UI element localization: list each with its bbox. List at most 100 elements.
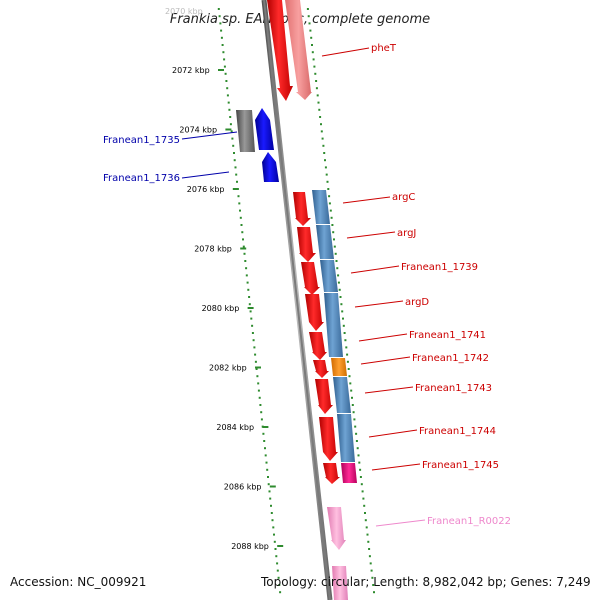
gene-franean1-1742[interactable]	[313, 360, 329, 378]
gc-dot	[254, 353, 257, 356]
gc-dot	[226, 94, 229, 97]
gc-dot	[258, 396, 261, 399]
gc-dot	[262, 432, 265, 435]
gc-dot	[349, 382, 352, 385]
gc-dot	[363, 504, 366, 507]
scale-top-label: 2070 kbp	[165, 7, 203, 16]
label-argj[interactable]: argJ	[397, 228, 416, 239]
gc-dot	[243, 252, 246, 255]
gene-franean1-1743[interactable]	[315, 379, 333, 414]
gc-dot	[321, 137, 324, 140]
label-franean1-1736[interactable]: Franean1_1736	[103, 173, 180, 184]
gc-dot	[274, 548, 277, 550]
gc-dot	[267, 476, 269, 478]
gc-dot	[315, 80, 318, 82]
gc-dot	[255, 368, 258, 370]
gc-dot	[231, 137, 234, 140]
gc-dot	[342, 324, 345, 327]
gc-dot	[359, 468, 362, 471]
gc-dot	[341, 310, 344, 313]
gc-dot	[268, 490, 271, 493]
gc-dot	[238, 202, 241, 205]
label-franean1-1741[interactable]: Franean1_1741	[409, 330, 486, 341]
rna-franean1-r0022[interactable]	[327, 507, 346, 550]
gc-dot	[227, 101, 230, 104]
kbp-label: 2080 kbp	[202, 304, 240, 313]
gc-dot	[260, 418, 263, 421]
gc-dot	[364, 512, 366, 514]
label-franean1-1739[interactable]: Franean1_1739	[401, 262, 478, 273]
gc-dot	[226, 87, 229, 90]
label-franean1-1735[interactable]: Franean1_1735	[103, 135, 180, 146]
gc-dot	[228, 108, 231, 111]
gc-dot	[248, 296, 251, 298]
gene-franean1-1736[interactable]	[262, 152, 279, 182]
gc-dot	[315, 87, 318, 90]
gc-dot	[351, 404, 354, 406]
gene-franean1-1744[interactable]	[319, 417, 338, 461]
gc-dot	[346, 360, 349, 363]
gc-dot	[337, 274, 340, 277]
gc-dot	[343, 332, 346, 334]
gc-dot	[249, 310, 252, 313]
gc-dot	[223, 58, 226, 61]
gc-dot	[220, 36, 223, 39]
gene-franean1-1745[interactable]	[323, 463, 340, 484]
gc-dot	[253, 346, 256, 349]
gc-dot	[251, 324, 254, 327]
label-phet[interactable]: pheT	[371, 43, 397, 54]
label-argd[interactable]: argD	[405, 297, 429, 308]
gene-argd[interactable]	[305, 294, 324, 331]
label-franean1-1745[interactable]: Franean1_1745	[422, 460, 499, 471]
label-franean1-1744[interactable]: Franean1_1744	[419, 426, 496, 437]
gc-dot	[222, 51, 225, 54]
gc-dot	[257, 389, 260, 392]
gene-argj[interactable]	[297, 227, 316, 262]
gc-dot	[369, 562, 372, 565]
gc-dot	[256, 375, 259, 378]
gc-dot	[342, 317, 344, 320]
gc-dot	[241, 231, 244, 234]
gene-franean1-1741[interactable]	[309, 332, 327, 360]
gc-dot	[265, 461, 268, 464]
gene-argc[interactable]	[293, 192, 311, 226]
gc-dot	[257, 382, 260, 385]
gene-franean1-1735[interactable]	[236, 108, 274, 152]
gc-dot	[319, 116, 322, 118]
gc-dot	[250, 317, 253, 320]
gc-dot	[371, 576, 374, 579]
kbp-label: 2088 kbp	[231, 542, 269, 551]
gc-dot	[217, 8, 220, 10]
gc-dot	[337, 281, 340, 284]
gc-dot	[251, 332, 254, 334]
gc-dot	[323, 152, 326, 154]
rna-feature-bottom	[332, 566, 348, 600]
gene-phet[interactable]	[267, 0, 293, 101]
gc-dot	[346, 353, 349, 356]
gc-dot	[246, 281, 249, 284]
gc-dot	[225, 80, 228, 82]
gc-dot	[322, 144, 325, 147]
gc-dot	[239, 209, 241, 212]
gc-dot	[362, 497, 365, 500]
gene-franean1-1739[interactable]	[301, 262, 320, 295]
gc-dot	[235, 173, 238, 176]
label-franean1-1743[interactable]: Franean1_1743	[415, 383, 492, 394]
gc-dot	[224, 72, 227, 75]
label-franean1-1742[interactable]: Franean1_1742	[412, 353, 489, 364]
gc-dot	[273, 533, 275, 536]
gc-dot	[242, 238, 244, 241]
gc-dot	[239, 216, 242, 219]
gc-dot	[266, 468, 269, 471]
gc-dot	[219, 22, 222, 25]
gc-dot	[334, 252, 337, 255]
kbp-label: 2086 kbp	[224, 483, 262, 492]
label-franean1-r0022[interactable]: Franean1_R0022	[427, 516, 511, 527]
gc-dot	[221, 44, 224, 46]
gc-dot	[348, 375, 351, 378]
gc-dot	[364, 519, 367, 522]
gc-dot	[233, 159, 236, 162]
gc-dot	[329, 209, 332, 212]
gc-dot	[275, 555, 278, 558]
label-argc[interactable]: argC	[392, 192, 415, 203]
